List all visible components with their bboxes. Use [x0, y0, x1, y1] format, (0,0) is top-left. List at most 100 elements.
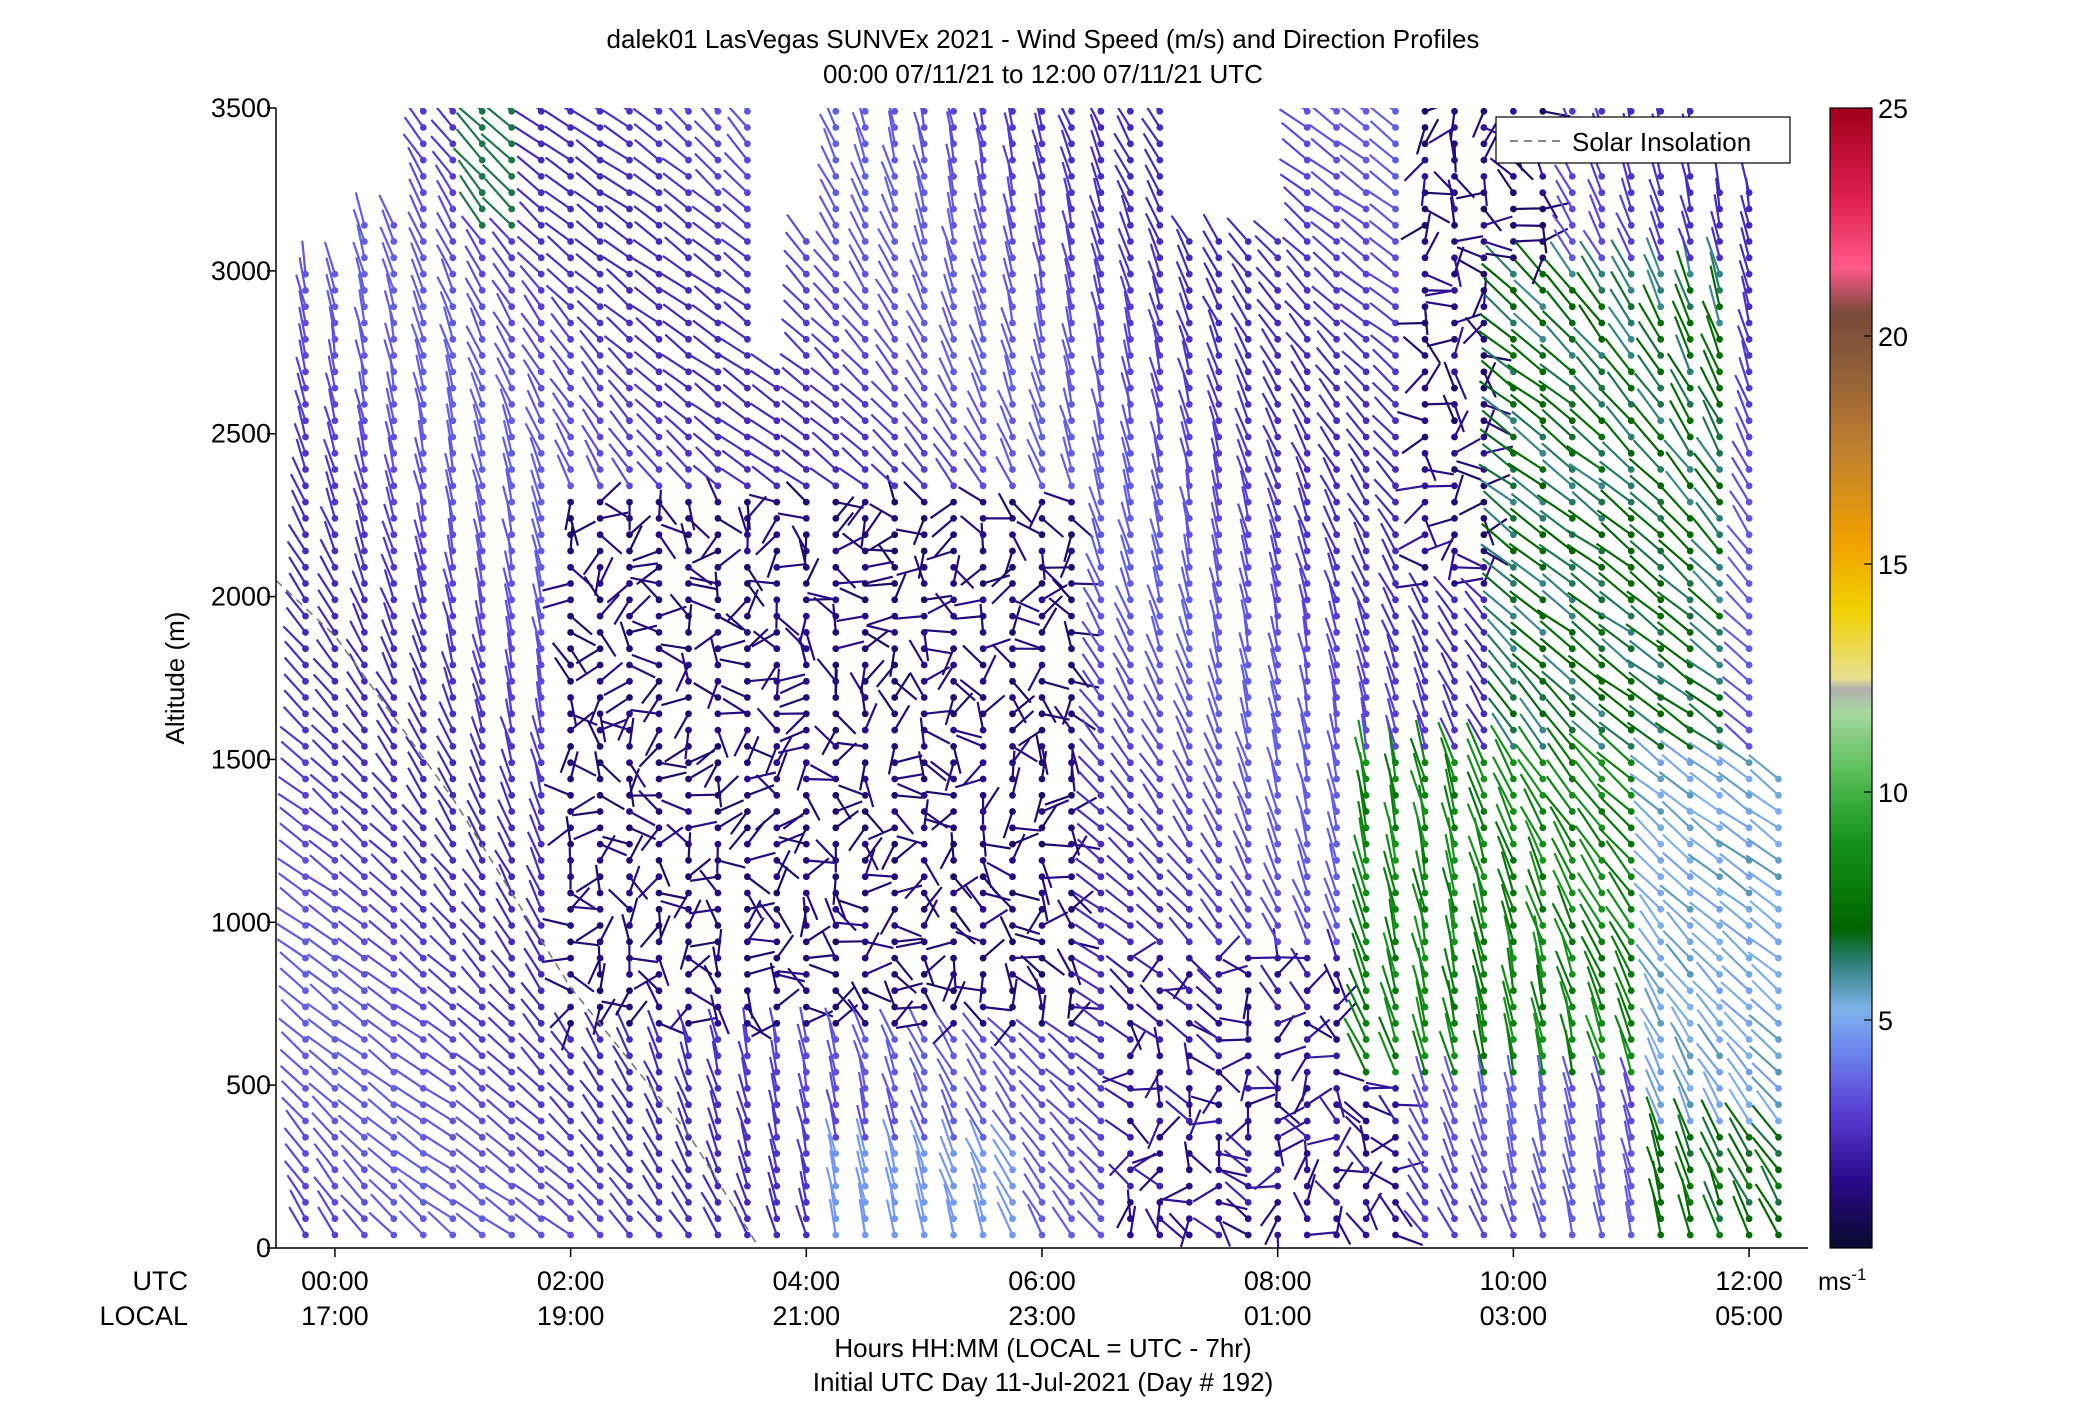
wind-barb-shaft — [516, 219, 542, 243]
wind-barb-point — [1068, 270, 1075, 278]
wind-barb-point — [1068, 743, 1075, 750]
wind-barb-point — [478, 270, 486, 278]
wind-barb-shaft — [706, 680, 719, 710]
wind-barb-point — [390, 1036, 398, 1043]
wind-barb-shaft — [880, 1024, 896, 1057]
wind-barb-shaft — [1188, 1152, 1213, 1174]
wind-barb-shaft — [1067, 990, 1073, 1019]
wind-barb-point — [1009, 645, 1016, 653]
wind-barb-shaft — [570, 940, 599, 947]
wind-barb-point — [1244, 1068, 1252, 1076]
wind-barb-shaft — [520, 312, 543, 340]
wind-barb-shaft — [1090, 355, 1102, 389]
wind-barb-shaft — [276, 938, 307, 960]
wind-barb-point — [537, 449, 545, 457]
wind-barb-shaft — [1014, 932, 1043, 943]
wind-barb-shaft — [423, 1134, 454, 1155]
wind-barb-point — [744, 124, 751, 131]
wind-barb-point — [626, 1166, 633, 1174]
wind-barb-point — [920, 791, 928, 799]
wind-barb-point — [714, 1003, 722, 1011]
wind-barb-point — [1097, 743, 1105, 750]
wind-barb-shaft — [1238, 632, 1250, 666]
wind-barb-shaft — [1233, 342, 1250, 373]
wind-barb-shaft — [785, 713, 808, 735]
wind-barb-shaft — [870, 397, 896, 422]
wind-barb-point — [1127, 1068, 1134, 1076]
wind-barb-shaft — [768, 1007, 778, 1040]
wind-barb-point — [655, 905, 663, 913]
wind-barb-shaft — [791, 525, 808, 552]
wind-barb-point — [449, 287, 457, 294]
wind-barb-shaft — [991, 643, 1014, 666]
wind-barb-shaft — [1314, 1180, 1338, 1204]
wind-barb-point — [920, 1199, 928, 1206]
wind-barb-shaft — [530, 518, 543, 552]
wind-barb-point — [1244, 954, 1252, 962]
wind-barb-point — [802, 287, 810, 294]
wind-barb-point — [1333, 1036, 1340, 1043]
wind-barb-shaft — [1180, 421, 1191, 454]
wind-barb-point — [1362, 287, 1370, 294]
wind-barb-shaft — [1110, 735, 1132, 764]
wind-barb-point — [1215, 1199, 1223, 1206]
wind-barb-point — [744, 612, 751, 620]
wind-barb-point — [1185, 580, 1193, 587]
wind-barb-shaft — [354, 536, 366, 568]
wind-barb-point — [1303, 384, 1311, 392]
wind-barb-shaft — [394, 1149, 424, 1171]
wind-barb-shaft — [955, 734, 984, 748]
wind-barb-shaft — [895, 615, 925, 620]
wind-barb-point — [331, 335, 339, 343]
wind-barb-point — [302, 840, 309, 848]
wind-barb-point — [449, 449, 457, 457]
wind-barb-point — [419, 1085, 427, 1092]
wind-barb-point — [861, 384, 869, 392]
wind-barb-shaft — [1147, 227, 1161, 259]
wind-barb-point — [655, 254, 663, 262]
wind-barb-shaft — [545, 156, 572, 178]
wind-barb-shaft — [717, 859, 746, 869]
wind-barb-shaft — [1339, 286, 1367, 308]
wind-barb-shaft — [825, 1089, 837, 1122]
wind-barb-shaft — [526, 831, 543, 861]
wind-barb-point — [891, 1199, 899, 1206]
wind-barb-shaft — [351, 570, 366, 601]
wind-barb-shaft — [515, 1099, 542, 1122]
wind-barb-point — [390, 808, 398, 815]
wind-barb-shaft — [1307, 1136, 1337, 1146]
wind-barb-shaft — [437, 195, 454, 226]
wind-barb-point — [537, 759, 545, 767]
wind-barb-point — [1038, 791, 1046, 799]
wind-barb-shaft — [555, 422, 572, 454]
wind-barb-point — [1303, 238, 1311, 245]
wind-barb-shaft — [551, 392, 572, 422]
wind-barb-point — [802, 335, 810, 343]
wind-barb-point — [1009, 1003, 1016, 1011]
wind-barb-point — [1097, 189, 1105, 197]
wind-barb-point — [1362, 922, 1370, 929]
wind-barb-point — [567, 710, 574, 718]
wind-barb-shaft — [1264, 455, 1279, 487]
wind-barb-point — [891, 596, 899, 604]
wind-barb-shaft — [1255, 266, 1279, 292]
wind-barb-shaft — [1116, 179, 1132, 210]
wind-barb-shaft — [395, 987, 424, 1008]
wind-barb-point — [773, 694, 781, 701]
wind-barb-point — [773, 531, 781, 539]
wind-barb-point — [1244, 1166, 1252, 1174]
wind-barb-point — [744, 775, 751, 783]
wind-barb-point — [1185, 547, 1193, 555]
wind-barb-shaft — [866, 582, 895, 587]
wind-barb-point — [950, 108, 957, 115]
wind-barb-point — [1068, 189, 1075, 197]
wind-barb-shaft — [1175, 228, 1191, 259]
wind-barb-shaft — [339, 805, 366, 829]
wind-barb-point — [449, 563, 457, 571]
wind-barb-point — [950, 1182, 957, 1190]
wind-barb-shaft — [1150, 372, 1161, 405]
wind-barb-point — [685, 873, 692, 881]
wind-barb-point — [302, 1199, 309, 1206]
wind-barb-shaft — [914, 1166, 926, 1203]
wind-barb-point — [773, 384, 781, 392]
